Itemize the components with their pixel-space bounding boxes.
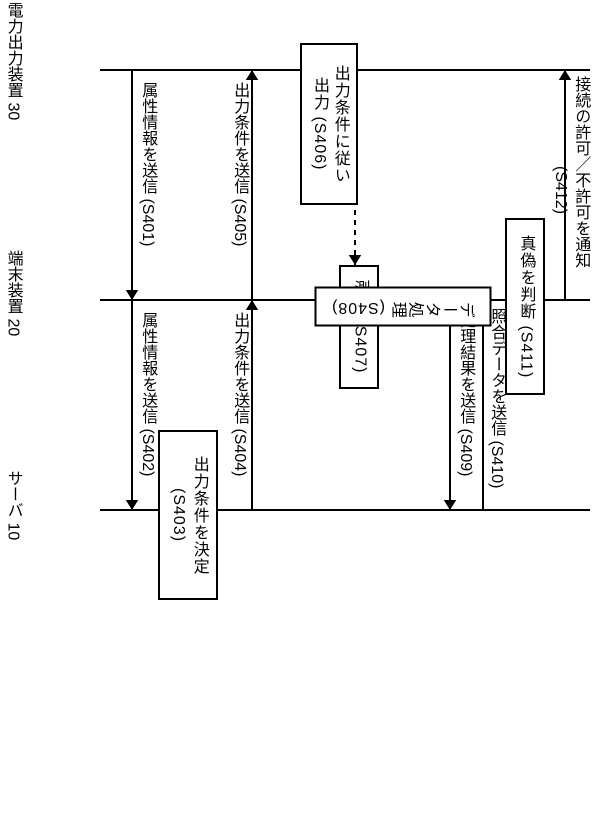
box-s403: (S403) 出力条件を決定 [158, 430, 218, 600]
box-s406: 出力 (S406) 出力条件に従い [300, 43, 358, 205]
msg-s405: 出力条件を送信 (S405) [230, 82, 249, 246]
box-s411: 真偽を判断 (S411) [505, 218, 545, 395]
msg-s402: 属性情報を送信 (S402) [138, 312, 157, 476]
msg-s401: 属性情報を送信 (S401) [138, 82, 157, 246]
box-s411-l1: 真偽を判断 (S411) [515, 235, 536, 378]
msg-s410: 照合データを送信 (S410) [487, 308, 506, 488]
box-s408-l1: データ処理 (S408) [331, 296, 475, 317]
box-s403-l2: (S403) [167, 488, 188, 542]
box-s403-l1: 出力条件を決定 [188, 456, 209, 575]
msg-s412-l1: 接続の許可／不許可を通知 [571, 76, 590, 268]
msg-s404: 出力条件を送信 (S404) [230, 312, 249, 476]
msg-s409: 処理結果を送信 (S409) [456, 312, 475, 476]
box-s407: 測定 (S407) [339, 265, 379, 389]
box-s406-l1: 出力条件に従い [329, 65, 350, 184]
sequence-diagram [0, 0, 598, 827]
box-s408: データ処理 (S408) [315, 287, 492, 327]
box-s406-l2: 出力 (S406) [308, 77, 329, 170]
msg-s412-l2: (S412) [551, 166, 570, 214]
